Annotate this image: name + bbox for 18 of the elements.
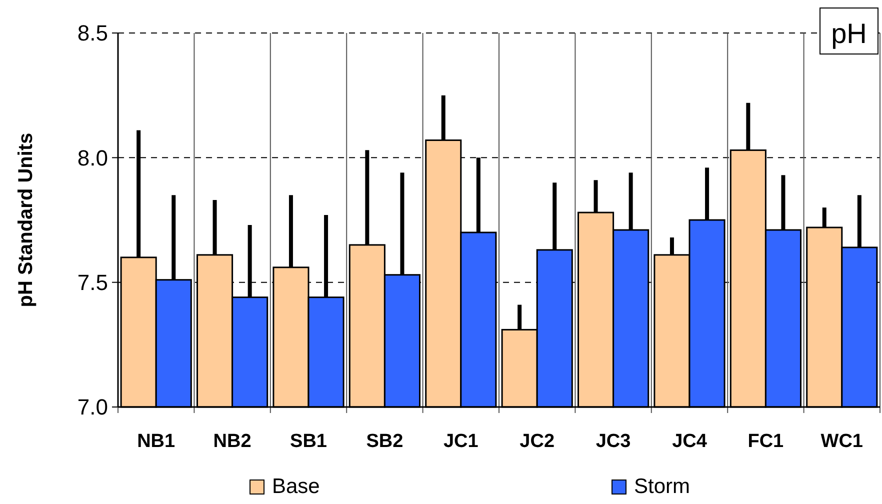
x-tick-label: NB2 — [213, 431, 252, 452]
y-tick-label: 8.0 — [77, 145, 108, 170]
y-tick-label: 7.5 — [77, 270, 108, 296]
annotation: pH — [831, 18, 867, 49]
x-tick-label: SB1 — [290, 431, 328, 452]
y-axis-title: pH Standard Units — [15, 132, 37, 308]
x-tick-label: JC4 — [672, 431, 708, 452]
x-tick-label: WC1 — [820, 431, 864, 452]
x-tick-label: SB2 — [366, 431, 404, 452]
y-tick-label: 7.0 — [77, 394, 108, 420]
x-tick-label: JC2 — [520, 431, 555, 452]
y-tick-label: 8.5 — [77, 20, 108, 46]
legend-label: Storm — [634, 475, 690, 498]
legend-label: Base — [272, 475, 320, 498]
x-tick-label: FC1 — [748, 431, 784, 452]
x-tick-label: JC3 — [596, 431, 631, 452]
x-tick-label: JC1 — [443, 431, 479, 452]
x-tick-label: NB1 — [137, 431, 176, 452]
